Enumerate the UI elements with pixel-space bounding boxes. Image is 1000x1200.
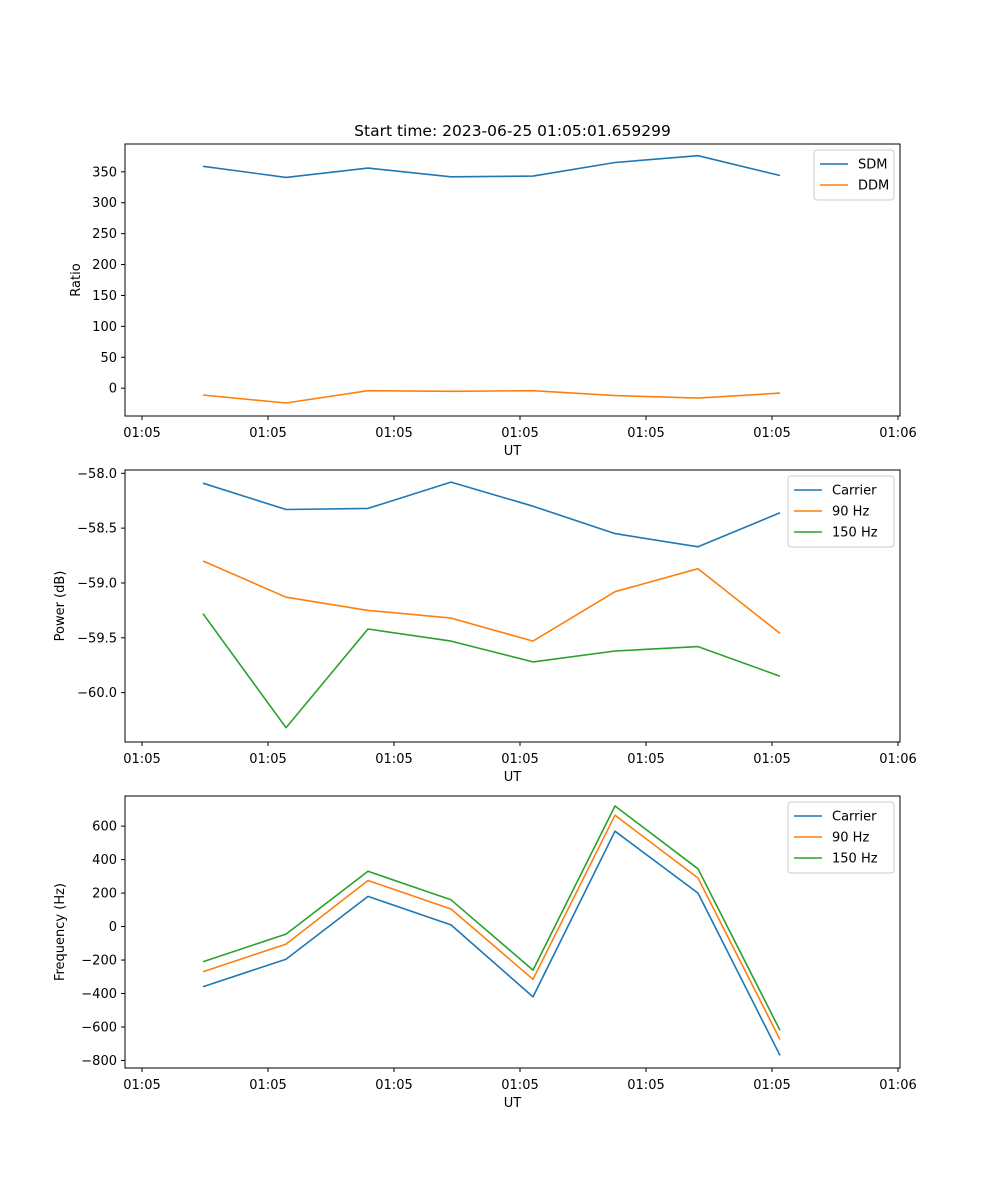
axes-frame	[124, 143, 901, 417]
series-line-1	[202, 481, 781, 548]
x-tick-label: 01:06	[879, 752, 916, 767]
x-tick-label: 01:05	[123, 1078, 160, 1093]
legend-box	[787, 801, 895, 874]
y-tick-label: 200	[92, 258, 117, 273]
chart-panel-3: 01:05 01:05 01:05 01:05 01:05 01:05 01:06 UT −80…	[53, 795, 917, 1111]
x-tick-label: 01:06	[879, 1078, 916, 1093]
y-tick-label: 100	[92, 320, 117, 335]
x-tick-label: 01:06	[879, 426, 916, 441]
x-tick-label: 01:05	[375, 752, 412, 767]
legend-label: 90 Hz	[832, 505, 869, 520]
x-tick-label: 01:05	[249, 426, 286, 441]
series-line-1	[202, 830, 781, 1056]
y-tick-label: 0	[109, 920, 117, 935]
series-line-1	[202, 154, 781, 179]
y-tick-label: 250	[92, 227, 117, 242]
y-tick-label: 200	[92, 887, 117, 902]
x-tick-label: 01:05	[501, 752, 538, 767]
axes-frame	[124, 795, 901, 1069]
y-axis-label: Frequency (Hz)	[53, 883, 68, 981]
y-tick-label: 150	[92, 289, 117, 304]
chart-panel-1: Start time: 2023-06-25 01:05:01.65929901…	[69, 122, 917, 459]
legend-box	[813, 149, 895, 201]
y-tick-label: 400	[92, 853, 117, 868]
y-axis-label: Ratio	[69, 263, 84, 296]
y-tick-label: 350	[92, 165, 117, 180]
x-axis-label: UT	[504, 1096, 522, 1111]
series-line-2	[202, 814, 781, 1040]
chart-panel-2: 01:05 01:05 01:05 01:05 01:05 01:05 01:06 UT −58…	[53, 467, 917, 785]
axes-frame	[124, 469, 901, 743]
legend-box	[787, 475, 895, 548]
x-tick-label: 01:05	[753, 1078, 790, 1093]
x-axis-label: UT	[504, 770, 522, 785]
legend: Carrier 90 Hz 150 Hz	[787, 475, 895, 548]
x-tick-label: 01:05	[753, 752, 790, 767]
legend: Carrier 90 Hz 150 Hz	[787, 801, 895, 874]
series-line-2	[202, 560, 781, 642]
y-tick-label: −800	[81, 1054, 117, 1069]
legend-label: 150 Hz	[832, 852, 878, 867]
y-tick-label: 600	[92, 820, 117, 835]
x-axis-label: UT	[504, 444, 522, 459]
y-tick-label: 300	[92, 196, 117, 211]
series-line-3	[202, 613, 781, 729]
x-tick-label: 01:05	[627, 752, 664, 767]
x-tick-label: 01:05	[249, 1078, 286, 1093]
y-tick-label: −600	[81, 1020, 117, 1035]
x-tick-label: 01:05	[123, 426, 160, 441]
x-tick-label: 01:05	[501, 426, 538, 441]
legend-label: Carrier	[832, 810, 877, 825]
x-tick-label: 01:05	[627, 426, 664, 441]
x-tick-label: 01:05	[753, 426, 790, 441]
y-tick-label: −60.0	[77, 686, 117, 701]
y-tick-label: 50	[100, 351, 117, 366]
legend: SDM DDM	[813, 149, 895, 201]
y-tick-label: −58.5	[77, 522, 117, 537]
series-line-3	[202, 805, 781, 1031]
y-tick-label: 0	[109, 382, 117, 397]
y-tick-label: −400	[81, 987, 117, 1002]
y-tick-label: −200	[81, 954, 117, 969]
chart-title: Start time: 2023-06-25 01:05:01.659299	[354, 122, 671, 140]
x-tick-label: 01:05	[123, 752, 160, 767]
legend-label: Carrier	[832, 484, 877, 499]
legend-label: SDM	[858, 158, 887, 173]
y-axis-label: Power (dB)	[53, 571, 68, 642]
legend-label: DDM	[858, 179, 889, 194]
x-tick-label: 01:05	[501, 1078, 538, 1093]
legend-label: 150 Hz	[832, 526, 878, 541]
y-tick-label: −59.0	[77, 576, 117, 591]
x-tick-label: 01:05	[249, 752, 286, 767]
series-line-2	[202, 389, 781, 404]
y-tick-label: −59.5	[77, 631, 117, 646]
x-tick-label: 01:05	[375, 426, 412, 441]
x-tick-label: 01:05	[375, 1078, 412, 1093]
legend-label: 90 Hz	[832, 831, 869, 846]
y-tick-label: −58.0	[77, 467, 117, 482]
x-tick-label: 01:05	[627, 1078, 664, 1093]
